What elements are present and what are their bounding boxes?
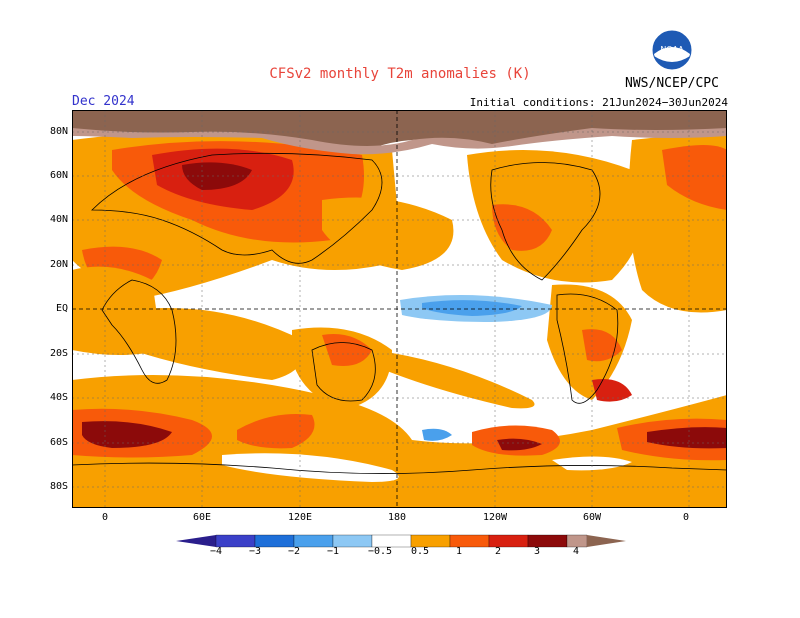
lat-label: 80N <box>49 126 68 137</box>
lat-label: 20N <box>49 259 68 270</box>
noaa-logo: NOAA <box>652 30 692 70</box>
anomaly-map <box>72 110 727 508</box>
south-atlantic-hot <box>592 379 632 402</box>
enso-cold-core <box>422 300 522 316</box>
colorbar-max-arrow <box>587 535 626 547</box>
arctic-band-light <box>72 128 727 155</box>
colorbar-label: 3 <box>533 546 541 557</box>
arctic-band <box>72 110 727 151</box>
southern-hot-2 <box>237 414 315 449</box>
lat-label: 60S <box>49 437 68 448</box>
lon-label: 0 <box>101 512 109 523</box>
north-america-hot <box>492 204 552 251</box>
southern-band-warm <box>72 375 727 470</box>
colorbar-label: 0.5 <box>410 546 430 557</box>
lon-label: 180 <box>387 512 407 523</box>
map-grid <box>72 110 727 508</box>
lon-label: 60W <box>582 512 602 523</box>
southern-hot-3b <box>497 438 542 451</box>
colorbar-label: −4 <box>209 546 223 557</box>
lon-label: 120W <box>482 512 508 523</box>
coastlines <box>72 152 727 474</box>
southern-hot-1b <box>82 421 172 448</box>
north-pacific-warm <box>322 197 454 270</box>
colorbar-label: −2 <box>287 546 301 557</box>
chart-title: CFSv2 monthly T2m anomalies (K) <box>269 66 531 82</box>
lat-label: 20S <box>49 348 68 359</box>
colorbar-min-arrow <box>176 535 216 547</box>
colorbar-label: 4 <box>572 546 580 557</box>
valid-month: Dec 2024 <box>72 94 135 109</box>
lat-label: 40N <box>49 214 68 225</box>
south-america-hot <box>582 329 622 362</box>
atlantic-hot <box>662 145 727 210</box>
antarctic-neutral-2 <box>552 456 632 471</box>
south-pacific-neutral <box>402 398 492 429</box>
logo-text: NOAA <box>660 45 684 54</box>
australia-hot <box>322 334 372 366</box>
south-pacific-warm-tongue <box>372 350 535 409</box>
north-america-warm <box>467 150 644 283</box>
lon-label: 0 <box>682 512 690 523</box>
lat-label: 80S <box>49 481 68 492</box>
lat-label: 60N <box>49 170 68 181</box>
lon-label: 60E <box>192 512 212 523</box>
colorbar-label: −3 <box>248 546 262 557</box>
colorbar-label: −0.5 <box>367 546 393 557</box>
map-frame <box>72 110 727 508</box>
agency-label: NWS/NCEP/CPC <box>625 76 719 91</box>
south-pacific-cold <box>422 428 452 441</box>
antarctic-neutral-1 <box>222 453 399 482</box>
lat-label: EQ <box>55 303 68 314</box>
colorbar-label: 2 <box>494 546 502 557</box>
lon-label: 120E <box>287 512 313 523</box>
initial-conditions: Initial conditions: 21Jun2024−30Jun2024 <box>469 96 728 109</box>
colorbar <box>176 534 626 548</box>
colorbar-label: 1 <box>455 546 463 557</box>
colorbar-label: −1 <box>326 546 340 557</box>
lat-label: 40S <box>49 392 68 403</box>
